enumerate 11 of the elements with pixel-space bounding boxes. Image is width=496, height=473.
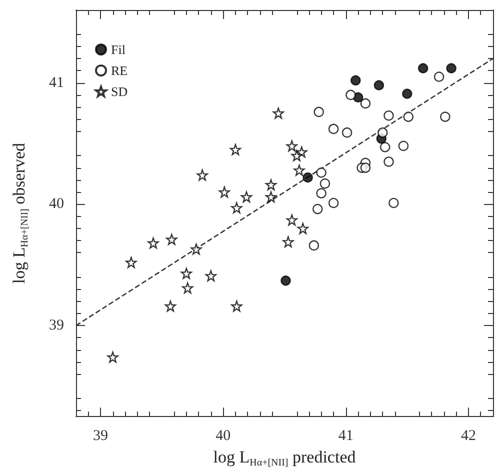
x-tick-label: 39 <box>93 428 108 444</box>
y-tick-label: 39 <box>49 318 64 334</box>
legend-label: SD <box>111 84 128 99</box>
y-tick-label: 41 <box>49 74 64 91</box>
x-tick-label: 41 <box>338 428 354 444</box>
y-axis-title: log LHα+[NII] observed <box>10 142 30 284</box>
legend-label: Fil <box>111 42 126 57</box>
x-tick-label: 42 <box>460 428 476 444</box>
legend-label: RE <box>111 63 128 78</box>
y-tick-label: 40 <box>49 196 64 212</box>
x-tick-label: 40 <box>216 428 231 444</box>
